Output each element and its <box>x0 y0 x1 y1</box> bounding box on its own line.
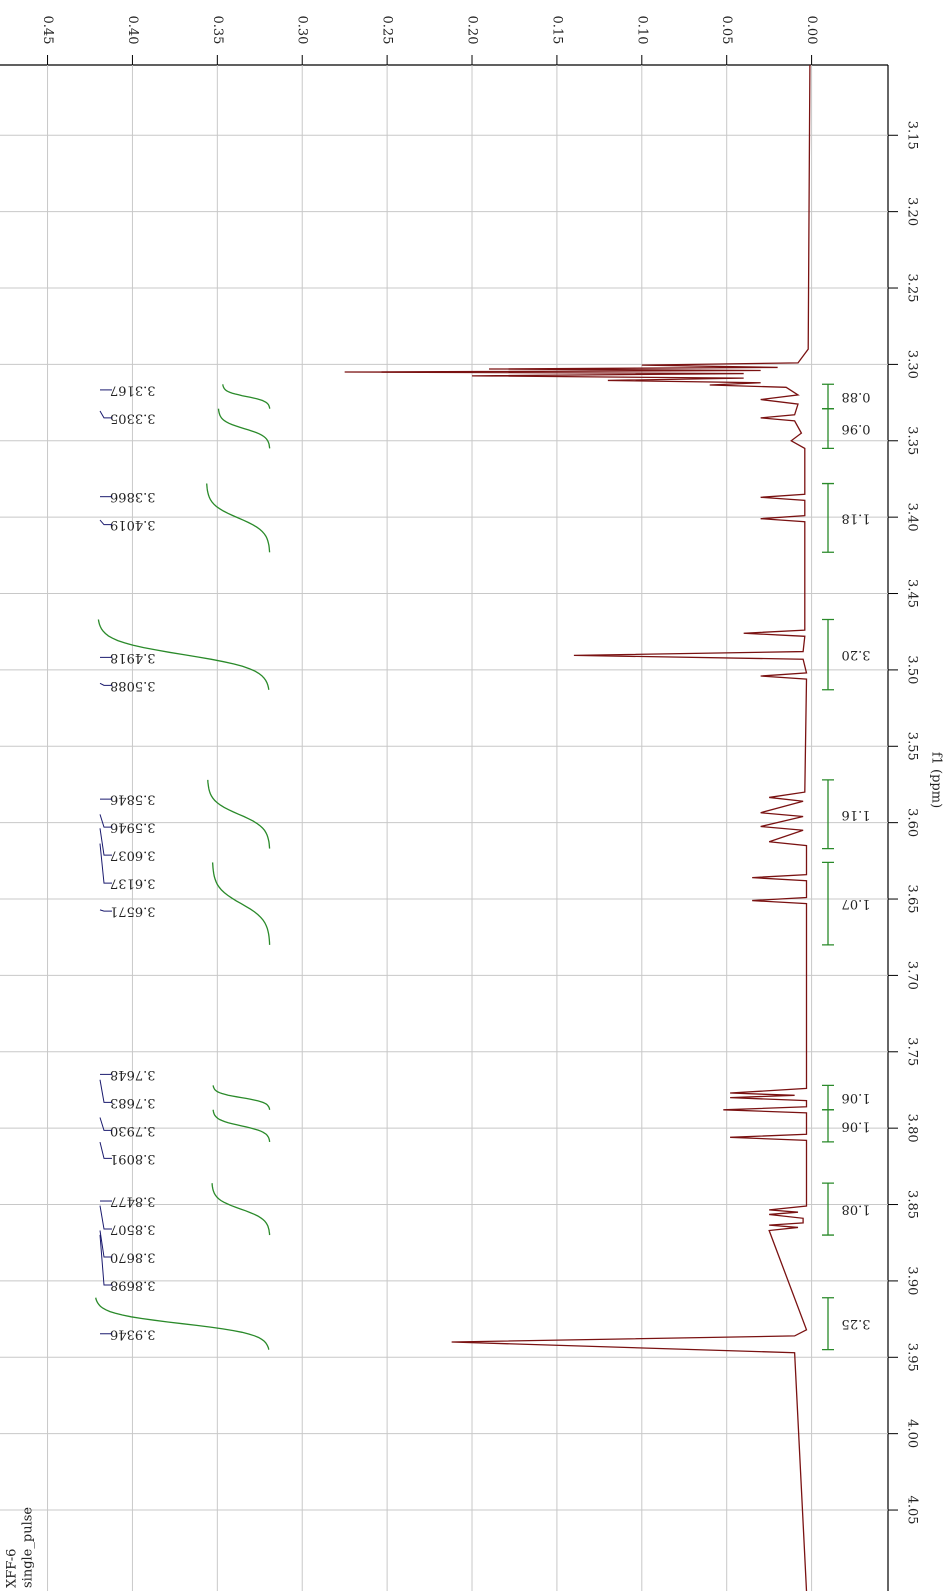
integral-curve <box>206 483 271 553</box>
peak-label: 3.7648 <box>110 1067 156 1082</box>
y-tick-label: 0.25 <box>380 16 395 45</box>
y-tick-label: 0.40 <box>125 16 140 45</box>
integral-curve <box>95 1297 270 1350</box>
peak-label: 3.3167 <box>110 382 156 397</box>
integral-label: 1.06 <box>842 1118 871 1133</box>
integral-bracket <box>822 1109 834 1143</box>
integral-curve <box>222 384 271 409</box>
x-tick-label: 3.65 <box>905 885 920 914</box>
peak-label: 3.6571 <box>110 904 156 919</box>
integral-bracket <box>822 482 834 553</box>
peak-leader <box>99 1230 112 1258</box>
peak-label: 3.4918 <box>110 650 156 665</box>
integral-label: 0.88 <box>842 389 871 404</box>
integral-label: 1.18 <box>842 510 871 525</box>
x-tick-label: 3.60 <box>905 808 920 837</box>
peak-leader <box>99 814 112 828</box>
x-tick-label: 3.80 <box>905 1114 920 1143</box>
y-tick-label: 0.15 <box>549 16 564 45</box>
peak-label: 3.5846 <box>110 792 156 807</box>
peak-label: 3.5946 <box>110 820 156 835</box>
peak-leader <box>99 1117 112 1131</box>
x-tick-label: 4.00 <box>905 1419 920 1448</box>
y-tick-label: 0.20 <box>465 16 480 45</box>
integral-bracket <box>822 861 834 946</box>
integral-label: 1.07 <box>842 896 871 911</box>
x-tick-label: 3.85 <box>905 1190 920 1219</box>
integral-label: 0.96 <box>842 421 871 436</box>
y-tick-label: 0.05 <box>719 16 734 45</box>
integral-curve <box>97 619 270 690</box>
integral-curve <box>207 779 271 849</box>
peak-leader <box>99 1234 112 1286</box>
peak-leader <box>99 519 112 526</box>
y-tick-label: 0.45 <box>40 16 55 45</box>
integral-curve <box>211 862 271 945</box>
x-tick-label: 3.95 <box>905 1343 920 1372</box>
y-tick-label: 0.30 <box>295 16 310 45</box>
peak-leader <box>99 682 112 686</box>
integral-bracket <box>822 408 834 450</box>
integral-label: 3.25 <box>842 1316 871 1331</box>
peak-leader <box>99 1079 112 1103</box>
integral-curve <box>217 408 271 449</box>
integral-curve <box>212 1109 271 1142</box>
x-tick-label: 3.30 <box>905 350 920 379</box>
integral-bracket <box>822 1182 834 1236</box>
annotation: XFF-6 <box>5 1549 20 1588</box>
x-tick-label: 3.25 <box>905 274 920 303</box>
peak-leader <box>99 1205 112 1230</box>
integral-label: 3.20 <box>842 647 871 662</box>
integral-bracket <box>822 1297 834 1351</box>
peak-label: 3.7683 <box>110 1095 156 1110</box>
integral-label: 1.08 <box>842 1202 871 1217</box>
peak-label: 3.8091 <box>110 1151 156 1166</box>
peak-label: 3.9346 <box>110 1326 156 1341</box>
peak-label: 3.4019 <box>110 517 156 532</box>
x-tick-label: 3.75 <box>905 1037 920 1066</box>
x-axis-label: f1 (ppm) <box>929 752 944 808</box>
x-tick-label: 3.45 <box>905 579 920 608</box>
integral-curve <box>211 1183 271 1236</box>
integral-bracket <box>822 779 834 850</box>
x-tick-label: 3.15 <box>905 121 920 150</box>
peak-label: 3.6137 <box>110 876 156 891</box>
integral-label: 1.06 <box>842 1090 871 1105</box>
peak-label: 3.3866 <box>110 489 156 504</box>
peak-label: 3.8698 <box>110 1278 156 1293</box>
integral-label: 1.16 <box>842 807 871 822</box>
peak-leader <box>99 1141 112 1159</box>
integral-bracket <box>822 618 834 691</box>
x-tick-label: 4.05 <box>905 1496 920 1525</box>
integral-curve <box>212 1085 271 1110</box>
peak-label: 3.8670 <box>110 1250 156 1265</box>
peak-leader <box>99 410 112 419</box>
x-tick-label: 3.40 <box>905 503 920 532</box>
y-tick-label: 0.00 <box>804 16 819 45</box>
x-tick-label: 3.35 <box>905 426 920 455</box>
x-tick-label: 3.55 <box>905 732 920 761</box>
y-tick-label: 0.35 <box>210 16 225 45</box>
x-tick-label: 3.70 <box>905 961 920 990</box>
peak-label: 3.8477 <box>110 1194 156 1209</box>
peak-leader <box>99 828 112 856</box>
spectrum-line <box>344 64 811 1591</box>
peak-leader <box>99 843 112 884</box>
peak-label: 3.5088 <box>110 678 156 693</box>
x-tick-label: 3.50 <box>905 655 920 684</box>
x-tick-label: 3.20 <box>905 197 920 226</box>
peak-label: 3.7930 <box>110 1123 156 1138</box>
y-tick-label: 0.10 <box>634 16 649 45</box>
peak-label: 3.3305 <box>110 410 156 425</box>
x-tick-label: 3.90 <box>905 1266 920 1295</box>
annotation: single_pulse <box>21 1507 36 1588</box>
peak-leader <box>99 909 112 912</box>
peak-label: 3.6037 <box>110 848 156 863</box>
peak-label: 3.8507 <box>110 1222 156 1237</box>
